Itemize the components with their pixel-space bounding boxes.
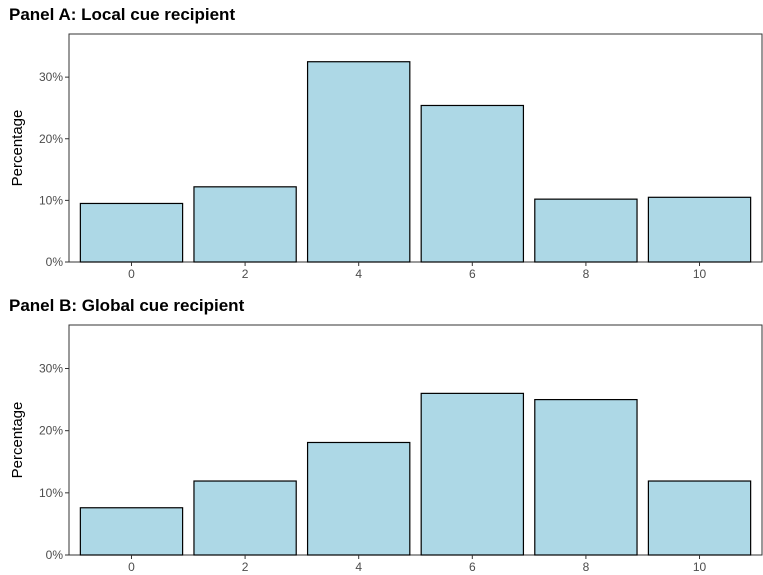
y-tick-label: 10% xyxy=(39,486,63,500)
x-tick-label: 8 xyxy=(583,267,590,281)
y-axis-title: Percentage xyxy=(9,110,26,187)
plot-border xyxy=(68,324,763,556)
bar xyxy=(534,198,638,263)
plot-border xyxy=(68,33,763,263)
x-tick-label: 10 xyxy=(693,560,707,574)
x-tick-label: 2 xyxy=(242,560,249,574)
bar xyxy=(420,392,525,556)
bar xyxy=(79,202,184,263)
x-tick-label: 0 xyxy=(128,560,135,574)
panel-b: Panel B: Global cue recipient 0% 10% 20% 30… xyxy=(0,292,763,575)
x-tick-label: 6 xyxy=(469,560,476,574)
x-tick-label: 2 xyxy=(242,267,249,281)
panel-title: Panel A: Local cue recipient xyxy=(9,5,236,24)
panel-a: Panel A: Local cue recipient 0% 10% 20% 30%… xyxy=(9,5,763,281)
bar xyxy=(79,507,184,556)
bar-chart: 0% 10% 20% 30% 0 2 4 6 8 10 Percentage xyxy=(9,33,763,281)
y-axis-title: Percentage xyxy=(9,402,26,479)
bar xyxy=(306,441,411,556)
x-tick-label: 10 xyxy=(693,267,707,281)
bar xyxy=(647,480,752,556)
y-tick-label: 10% xyxy=(39,193,63,207)
y-tick-label: 20% xyxy=(39,132,63,146)
x-tick-label: 4 xyxy=(355,267,362,281)
bar xyxy=(647,196,752,263)
bar xyxy=(193,480,297,556)
bar xyxy=(306,61,411,263)
x-tick-label: 0 xyxy=(128,267,135,281)
y-tick-label: 0% xyxy=(46,548,64,562)
y-tick-label: 30% xyxy=(39,70,63,84)
y-tick-label: 30% xyxy=(39,362,63,376)
x-tick-label: 8 xyxy=(583,560,590,574)
bar xyxy=(534,398,638,556)
x-tick-label: 6 xyxy=(469,267,476,281)
bar xyxy=(193,186,297,263)
bar-chart: 0% 10% 20% 30% 0 2 4 6 8 10 Percentage xyxy=(9,324,763,574)
panel-title: Panel B: Global cue recipient xyxy=(9,296,245,315)
bar xyxy=(420,104,525,263)
y-tick-label: 0% xyxy=(46,255,64,269)
x-tick-label: 4 xyxy=(355,560,362,574)
y-tick-label: 20% xyxy=(39,424,63,438)
